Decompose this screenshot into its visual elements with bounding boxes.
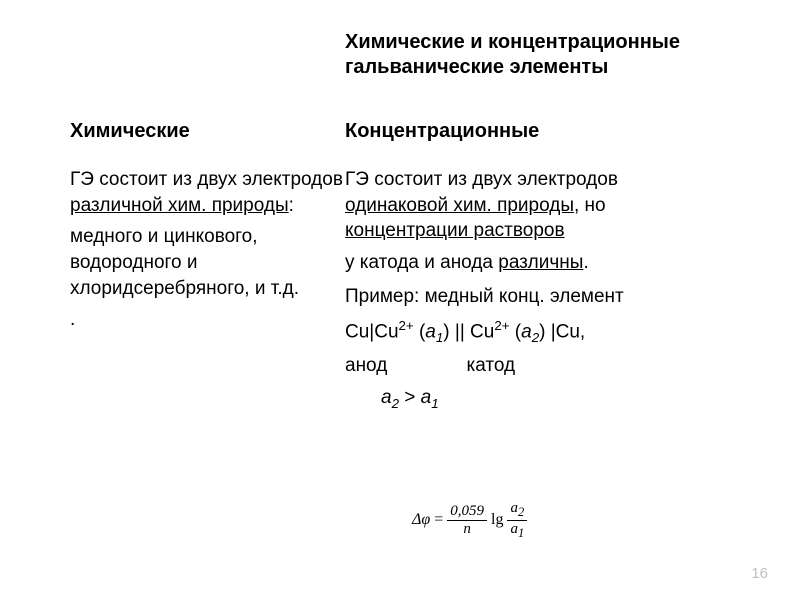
iq-s2: 2 (392, 396, 399, 411)
nt-a2: a (521, 322, 532, 343)
f-lg: lg (487, 511, 507, 528)
nt-pre: Cu|Cu (345, 322, 399, 343)
right-body: ГЭ состоит из двух электродов одинаковой… (345, 167, 705, 413)
left-p1-u: различной хим. природы (70, 195, 289, 216)
iq-a2: a (381, 387, 392, 408)
right-p2-b: . (583, 252, 588, 273)
right-p1-u1: одинаковой хим. природы, (345, 195, 579, 216)
nt-a1: a (425, 322, 436, 343)
f-a-top: a (510, 500, 518, 516)
right-p1-b: но (579, 195, 605, 216)
nt-post: ) |Cu, (539, 322, 585, 343)
left-p1: ГЭ состоит из двух электродов различной … (70, 167, 370, 218)
f-num: 0,059 (447, 503, 487, 521)
f-a-bot: a (510, 521, 518, 537)
f-dphi: Δφ (412, 511, 430, 528)
nernst-formula: Δφ = 0,059n lg a2a1 (412, 500, 527, 541)
f-s-bot: 1 (518, 526, 524, 540)
right-p2: у катода и анода различны. (345, 250, 705, 276)
right-p1-a: ГЭ состоит из двух электродов (345, 169, 618, 190)
slide: Химические и концентрационные гальваниче… (0, 0, 800, 600)
iq-gt: > (399, 387, 421, 408)
nt-mid: ) || Cu (443, 322, 494, 343)
inequality: a2 > a1 (345, 385, 705, 413)
right-p2-a: у катода и анода (345, 252, 498, 273)
f-den2: a1 (507, 521, 527, 541)
nt-sup2: 2+ (494, 318, 509, 333)
electrode-labels: анод катод (345, 353, 705, 379)
right-p2-u: различны (498, 252, 583, 273)
f-frac2: a2a1 (507, 500, 527, 541)
iq-a1: a (421, 387, 432, 408)
left-body: ГЭ состоит из двух электродов различной … (70, 167, 370, 333)
column-right: Концентрационные ГЭ состоит из двух элек… (345, 120, 705, 419)
f-frac1: 0,059n (447, 503, 487, 538)
f-s-top: 2 (518, 505, 524, 519)
nt-sup1: 2+ (399, 318, 414, 333)
left-p3: . (70, 307, 370, 333)
page-number: 16 (751, 565, 768, 582)
right-p3: Пример: медный конц. элемент (345, 284, 705, 310)
right-p1-u2: концентрации растворов (345, 220, 565, 241)
f-num2: a2 (507, 500, 527, 521)
slide-title: Химические и концентрационные гальваниче… (345, 30, 745, 80)
f-den: n (447, 521, 487, 538)
left-p2: медного и цинкового, водородного и хлори… (70, 224, 370, 301)
right-p1: ГЭ состоит из двух электродов одинаковой… (345, 167, 705, 244)
nt-s2: 2 (532, 330, 539, 345)
left-heading: Химические (70, 120, 370, 143)
f-eq: = (430, 511, 447, 528)
column-left: Химические ГЭ состоит из двух электродов… (70, 120, 370, 339)
iq-s1: 1 (431, 396, 438, 411)
right-heading: Концентрационные (345, 120, 705, 143)
left-p1-b: : (289, 195, 294, 216)
cell-notation: Cu|Cu2+ (a1) || Cu2+ (a2) |Cu, (345, 317, 705, 347)
left-p1-a: ГЭ состоит из двух электродов (70, 169, 343, 190)
